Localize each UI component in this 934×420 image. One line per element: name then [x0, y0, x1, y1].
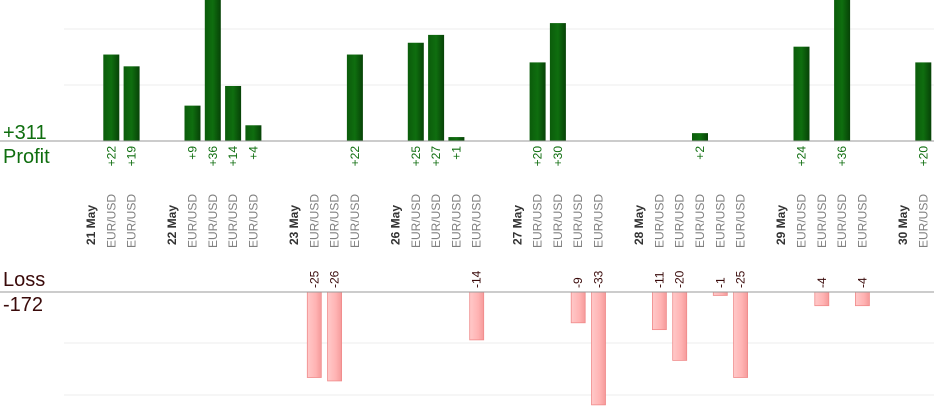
category-label: EUR/USD: [835, 194, 849, 248]
date-label: 30 May: [896, 205, 910, 245]
category-label: EUR/USD: [470, 194, 484, 248]
labels: 21 May EUR/USD +22 EUR/USD +19 22 May EUR/USD +…: [84, 146, 930, 288]
date-label: 29 May: [774, 205, 788, 245]
category-label: EUR/USD: [226, 194, 240, 248]
date-label: 22 May: [165, 205, 179, 245]
category-label: EUR/USD: [734, 194, 748, 248]
category-label: EUR/USD: [246, 194, 260, 248]
profit-total-label: +311: [3, 122, 47, 144]
date-label: 28 May: [632, 205, 646, 245]
loss-value-label: -9: [571, 277, 585, 288]
loss-bar: [672, 291, 688, 361]
loss-value-label: -25: [734, 270, 748, 288]
loss-bar: [733, 291, 748, 378]
loss-total-label: -172: [3, 294, 43, 316]
loss-bar: [327, 291, 343, 382]
category-label: EUR/USD: [409, 194, 423, 248]
profit-value-label: +36: [206, 146, 220, 167]
profit-value-label: +19: [125, 146, 139, 167]
category-label: EUR/USD: [328, 194, 342, 248]
category-label: EUR/USD: [693, 194, 707, 248]
bars: [103, 0, 932, 406]
profit-bar: [225, 85, 242, 141]
category-label: EUR/USD: [449, 194, 463, 248]
profit-value-label: +14: [226, 146, 240, 167]
profit-value-label: +24: [795, 146, 809, 167]
profit-bar: [204, 0, 221, 141]
loss-bar: [855, 291, 870, 307]
profit-value-label: +4: [246, 146, 260, 160]
profit-bar: [184, 105, 201, 141]
profit-value-label: +22: [104, 146, 118, 167]
profit-value-label: +22: [348, 146, 362, 167]
loss-label: Loss: [3, 269, 45, 291]
loss-value-label: -25: [307, 270, 321, 288]
profit-value-label: +20: [916, 146, 930, 167]
loss-value-label: -20: [673, 270, 687, 288]
axes: [0, 140, 934, 293]
loss-bar: [306, 291, 322, 378]
category-label: EUR/USD: [815, 194, 829, 248]
category-label: EUR/USD: [307, 194, 321, 248]
profit-value-label: +1: [449, 146, 463, 160]
profit-bar: [692, 133, 708, 141]
category-label: EUR/USD: [713, 194, 727, 248]
profit-value-label: +27: [429, 146, 443, 167]
loss-value-label: -4: [815, 277, 829, 288]
category-label: EUR/USD: [125, 194, 139, 248]
profit-value-label: +30: [551, 146, 565, 167]
category-label: EUR/USD: [673, 194, 687, 248]
category-label: EUR/USD: [348, 194, 362, 248]
category-label: EUR/USD: [104, 194, 118, 248]
category-label: EUR/USD: [551, 194, 565, 248]
loss-value-label: -33: [592, 270, 606, 288]
loss-value-label: -4: [855, 277, 869, 288]
loss-value-label: -1: [713, 277, 727, 288]
loss-bar: [652, 291, 667, 331]
profit-bar: [529, 62, 546, 141]
date-label: 21 May: [84, 205, 98, 245]
profit-value-label: +9: [186, 146, 200, 160]
profit-bar: [103, 54, 120, 141]
profit-value-label: +2: [693, 146, 707, 160]
profit-value-label: +36: [835, 146, 849, 167]
category-label: EUR/USD: [429, 194, 443, 248]
profit-bar: [793, 46, 810, 141]
loss-bar: [570, 291, 586, 324]
loss-bar: [712, 291, 728, 296]
profit-bar: [123, 66, 140, 141]
profit-value-label: +25: [409, 146, 423, 167]
profit-bar: [549, 23, 566, 142]
category-label: EUR/USD: [571, 194, 585, 248]
profit-bar: [448, 137, 465, 141]
profit-value-label: +20: [531, 146, 545, 167]
profit-label: Profit: [3, 146, 50, 168]
date-label: 23 May: [287, 205, 301, 245]
loss-value-label: -14: [470, 270, 484, 288]
category-label: EUR/USD: [855, 194, 869, 248]
loss-value-label: -11: [652, 271, 666, 288]
profit-bar: [834, 0, 851, 141]
profit-bar: [428, 34, 445, 141]
loss-bar: [591, 291, 606, 406]
category-label: EUR/USD: [592, 194, 606, 248]
loss-bar: [469, 291, 485, 341]
date-label: 26 May: [389, 205, 403, 245]
category-label: EUR/USD: [206, 194, 220, 248]
loss-bar: [814, 291, 830, 307]
category-label: EUR/USD: [186, 194, 200, 248]
profit-bar: [346, 54, 363, 141]
loss-value-label: -26: [328, 270, 342, 288]
category-label: EUR/USD: [916, 194, 930, 248]
profit-bar: [245, 125, 262, 141]
category-label: EUR/USD: [652, 194, 666, 248]
category-label: EUR/USD: [531, 194, 545, 248]
profit-bar: [915, 62, 932, 141]
category-label: EUR/USD: [795, 194, 809, 248]
profit-bar: [407, 42, 424, 141]
date-label: 27 May: [510, 205, 524, 245]
